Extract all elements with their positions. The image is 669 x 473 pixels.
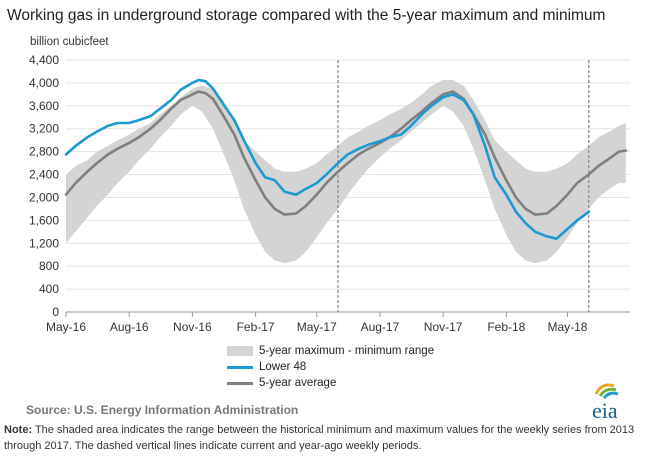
x-tick-label: Aug-16 <box>110 320 149 334</box>
x-tick-label: May-18 <box>547 320 587 334</box>
legend-item-range: 5-year maximum - minimum range <box>227 343 434 359</box>
note-label: Note: <box>4 424 33 436</box>
y-tick-label: 3,600 <box>29 99 59 113</box>
y-tick-label: 800 <box>39 259 59 273</box>
lines-layer <box>64 78 628 240</box>
y-tick-label: 4,400 <box>29 53 59 67</box>
source-text: Source: U.S. Energy Information Administ… <box>26 403 299 417</box>
chart-legend: 5-year maximum - minimum range Lower 48 … <box>227 343 434 391</box>
line-lower-48 <box>64 78 591 240</box>
y-tick-label: 2,400 <box>29 168 59 182</box>
y-tick-label: 1,600 <box>29 213 59 227</box>
legend-label-average: 5-year average <box>259 377 337 389</box>
legend-label-range: 5-year maximum - minimum range <box>259 345 435 357</box>
y-tick-label: 4,000 <box>29 76 59 90</box>
axis-layer <box>65 311 630 317</box>
legend-label-lower48: Lower 48 <box>259 361 307 373</box>
band-layer <box>66 80 626 264</box>
range-band <box>66 80 626 264</box>
x-tick-label: Aug-17 <box>361 320 400 334</box>
storage-chart: 0 400 800 1,200 1,600 2,000 2,400 2,800 3,200 3,6… <box>29 53 630 334</box>
y-tick-label: 400 <box>39 282 59 296</box>
y-tick-label: 1,200 <box>29 236 59 250</box>
x-tick-label: May-17 <box>297 320 337 334</box>
note-text: Note: The shaded area indicates the rang… <box>4 422 654 454</box>
x-tick-label: Feb-17 <box>237 320 275 334</box>
line-5-year-average <box>64 90 628 216</box>
note-body: The shaded area indicates the range betw… <box>4 424 635 452</box>
logo-text: eia <box>592 398 618 423</box>
y-axis-units: billion cubicfeet <box>30 36 109 48</box>
y-tick-label: 3,200 <box>29 122 59 136</box>
x-tick-label: Nov-16 <box>173 320 212 334</box>
tick-labels-layer: 0 400 800 1,200 1,600 2,000 2,400 2,800 3,200 3,6… <box>29 53 588 334</box>
y-tick-label: 2,800 <box>29 145 59 159</box>
legend-item-lower48: Lower 48 <box>227 359 434 375</box>
dashed-lines-layer <box>337 60 590 312</box>
x-tick-label: Nov-17 <box>424 320 463 334</box>
grid-layer <box>66 59 630 290</box>
y-tick-label: 0 <box>52 305 59 319</box>
legend-swatch-average <box>227 381 253 385</box>
x-tick-label: May-16 <box>46 320 86 334</box>
x-tick-label: Feb-18 <box>487 320 525 334</box>
legend-swatch-lower48 <box>227 365 253 369</box>
chart-title: Working gas in underground storage compa… <box>7 7 606 24</box>
eia-logo-icon: eia <box>592 383 619 423</box>
legend-item-average: 5-year average <box>227 375 434 391</box>
legend-swatch-range <box>227 346 253 356</box>
y-tick-label: 2,000 <box>29 190 59 204</box>
